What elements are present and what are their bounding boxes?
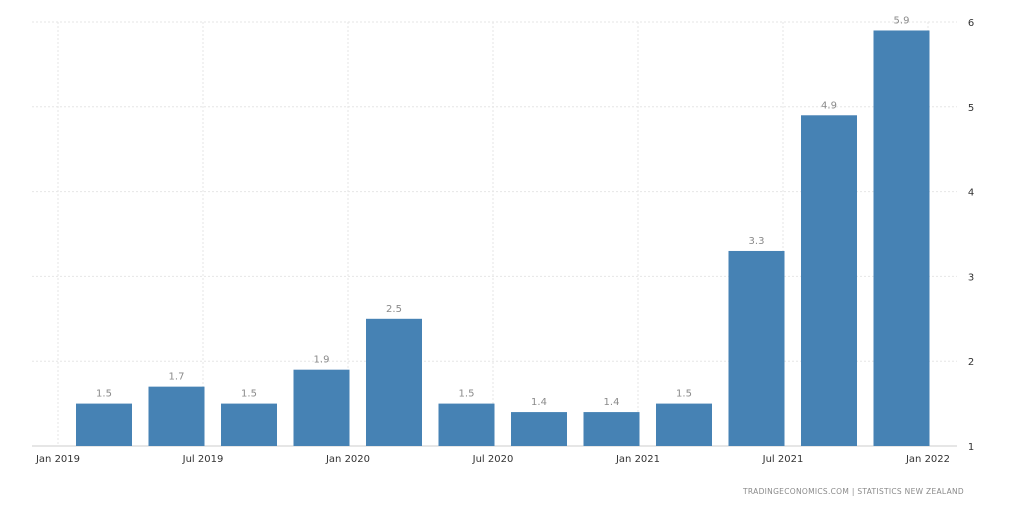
data-label: 2.5 <box>386 304 402 315</box>
y-tick-label: 5 <box>968 103 974 114</box>
data-label: 1.4 <box>531 397 547 408</box>
y-tick-label: 6 <box>968 18 974 29</box>
x-axis-ticks: Jan 2019 Jul 2019 Jan 2020 Jul 2020 Jan 2021… <box>35 454 950 465</box>
bar <box>873 30 930 446</box>
data-label: 1.7 <box>169 372 185 383</box>
bar <box>293 369 350 446</box>
data-label: 3.3 <box>749 236 765 247</box>
bar <box>148 386 205 446</box>
y-axis-ticks: 1 2 3 4 5 6 <box>968 18 974 453</box>
bar <box>366 318 422 446</box>
x-tick-label: Jan 2020 <box>325 454 370 465</box>
data-label: 4.9 <box>821 100 837 111</box>
bar <box>801 115 857 446</box>
x-tick-label: Jan 2021 <box>615 454 660 465</box>
y-tick-label: 1 <box>968 442 974 453</box>
data-label: 1.5 <box>241 389 257 400</box>
bar <box>221 403 277 446</box>
bar <box>583 412 640 446</box>
y-tick-label: 2 <box>968 357 974 368</box>
data-label: 1.5 <box>96 389 112 400</box>
data-label: 5.9 <box>894 15 910 26</box>
x-tick-label: Jul 2019 <box>182 454 224 465</box>
source-credit: TRADINGECONOMICS.COM | STATISTICS NEW ZE… <box>743 487 964 496</box>
bar <box>511 412 567 446</box>
x-tick-label: Jul 2021 <box>762 454 804 465</box>
y-tick-label: 3 <box>968 272 974 283</box>
x-tick-label: Jan 2019 <box>35 454 80 465</box>
bar <box>76 403 132 446</box>
bar <box>438 403 495 446</box>
data-labels-group: 1.5 1.7 1.5 1.9 2.5 1.5 1.4 1.4 1.5 3.3 4.9 5.9 <box>96 15 909 408</box>
data-label: 1.9 <box>314 355 330 366</box>
bars-group <box>76 30 930 446</box>
data-label: 1.5 <box>676 389 692 400</box>
y-tick-label: 4 <box>968 188 974 199</box>
x-tick-label: Jan 2022 <box>905 454 950 465</box>
data-label: 1.5 <box>459 389 475 400</box>
bar <box>728 250 785 446</box>
x-tick-label: Jul 2020 <box>472 454 514 465</box>
data-label: 1.4 <box>604 397 620 408</box>
bar <box>656 403 712 446</box>
